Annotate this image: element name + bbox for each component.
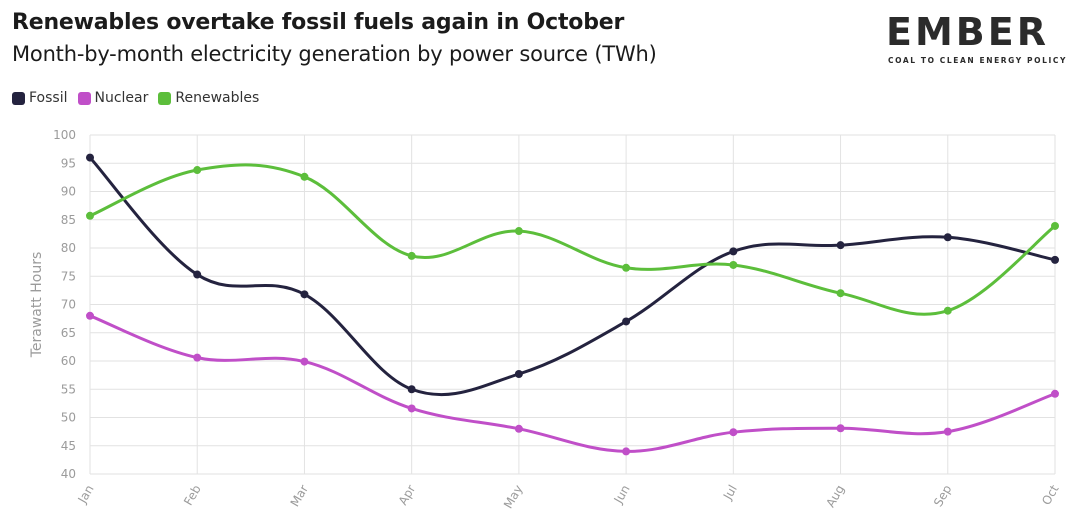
x-tick-label: Aug bbox=[823, 483, 847, 510]
data-point-nuclear[interactable] bbox=[86, 311, 94, 320]
legend-swatch-nuclear bbox=[77, 91, 91, 105]
x-tick-label: May bbox=[501, 483, 526, 511]
logo-letter: M bbox=[914, 10, 956, 54]
logo-letter: B bbox=[955, 10, 988, 54]
y-tick-label: 70 bbox=[61, 298, 76, 312]
data-point-renewables[interactable] bbox=[193, 166, 202, 175]
logo-wordmark: EMBER bbox=[886, 12, 1049, 52]
y-tick-label: 85 bbox=[61, 213, 76, 227]
data-point-renewables[interactable] bbox=[943, 306, 952, 315]
legend-item-nuclear[interactable]: Nuclear bbox=[77, 90, 149, 106]
x-tick-label: Sep bbox=[931, 483, 954, 510]
x-tick-label: Mar bbox=[288, 482, 311, 509]
data-point-nuclear[interactable] bbox=[943, 427, 952, 436]
legend-item-fossil[interactable]: Fossil bbox=[12, 90, 68, 106]
data-point-fossil[interactable] bbox=[300, 290, 309, 299]
data-point-nuclear[interactable] bbox=[836, 424, 845, 433]
y-tick-label: 50 bbox=[61, 411, 76, 425]
data-point-fossil[interactable] bbox=[1051, 255, 1059, 264]
y-tick-label: 75 bbox=[61, 269, 76, 283]
y-tick-label: 65 bbox=[61, 326, 76, 340]
data-point-fossil[interactable] bbox=[943, 233, 952, 242]
legend-item-renewables[interactable]: Renewables bbox=[158, 90, 259, 106]
chart-series bbox=[86, 153, 1059, 456]
data-point-nuclear[interactable] bbox=[729, 428, 738, 437]
x-tick-label: Apr bbox=[396, 482, 419, 507]
chart-title: Renewables overtake fossil fuels again i… bbox=[12, 10, 625, 35]
data-point-renewables[interactable] bbox=[1051, 221, 1059, 230]
legend-swatch-fossil bbox=[12, 91, 25, 105]
x-tick-label: Jun bbox=[611, 483, 633, 507]
legend-label-fossil: Fossil bbox=[29, 90, 68, 106]
legend-label-renewables: Renewables bbox=[175, 90, 260, 106]
data-point-fossil[interactable] bbox=[622, 317, 631, 326]
y-axis-label: Terawatt Hours bbox=[29, 252, 45, 359]
y-tick-label: 95 bbox=[61, 156, 76, 170]
data-point-nuclear[interactable] bbox=[407, 404, 416, 413]
x-tick-label: Oct bbox=[1039, 482, 1062, 507]
logo-letter: E bbox=[886, 10, 915, 54]
x-tick-label: Feb bbox=[181, 483, 204, 508]
chart-gridlines bbox=[89, 134, 1056, 475]
legend-label-nuclear: Nuclear bbox=[94, 90, 149, 106]
y-tick-label: 55 bbox=[61, 382, 76, 396]
data-point-fossil[interactable] bbox=[193, 270, 202, 279]
data-point-fossil[interactable] bbox=[86, 153, 94, 162]
data-point-fossil[interactable] bbox=[836, 241, 845, 250]
y-tick-label: 90 bbox=[61, 185, 76, 199]
data-point-fossil[interactable] bbox=[729, 247, 738, 256]
data-point-renewables[interactable] bbox=[836, 289, 845, 298]
x-axis-ticks: Jan Feb Mar Apr May Jun Jul Aug Sep Oct bbox=[75, 482, 1062, 511]
x-tick-label: Jul bbox=[720, 483, 740, 503]
series-line-nuclear[interactable] bbox=[89, 314, 1056, 453]
data-point-nuclear[interactable] bbox=[1051, 389, 1059, 398]
data-point-renewables[interactable] bbox=[729, 260, 738, 269]
series-line-renewables[interactable] bbox=[89, 163, 1056, 316]
data-point-nuclear[interactable] bbox=[514, 424, 523, 433]
data-point-fossil[interactable] bbox=[514, 369, 523, 378]
data-point-renewables[interactable] bbox=[622, 263, 631, 272]
legend-swatch-renewables bbox=[158, 91, 172, 105]
data-point-renewables[interactable] bbox=[514, 227, 523, 236]
data-point-fossil[interactable] bbox=[407, 385, 416, 394]
y-tick-label: 60 bbox=[61, 354, 76, 368]
data-point-nuclear[interactable] bbox=[300, 357, 309, 366]
data-point-nuclear[interactable] bbox=[622, 447, 631, 456]
logo-tagline: COAL TO CLEAN ENERGY POLICY bbox=[888, 56, 1067, 65]
data-point-renewables[interactable] bbox=[407, 251, 416, 260]
data-point-renewables[interactable] bbox=[86, 211, 94, 220]
logo-letter: E bbox=[987, 10, 1017, 54]
logo-letter: R bbox=[1016, 10, 1049, 54]
y-tick-label: 40 bbox=[61, 467, 76, 481]
y-axis-ticks: 40 45 50 55 60 65 70 75 80 85 90 95 100 bbox=[53, 128, 76, 481]
y-tick-label: 45 bbox=[61, 439, 76, 453]
chart-subtitle: Month-by-month electricity generation by… bbox=[12, 42, 657, 66]
chart-legend: Fossil Nuclear Renewables bbox=[12, 90, 269, 106]
data-point-renewables[interactable] bbox=[300, 172, 309, 181]
data-point-nuclear[interactable] bbox=[193, 353, 202, 362]
y-tick-label: 100 bbox=[53, 128, 76, 142]
series-line-fossil[interactable] bbox=[88, 156, 1056, 397]
ember-logo[interactable]: EMBER COAL TO CLEAN ENERGY POLICY bbox=[886, 12, 1066, 68]
x-tick-label: Jan bbox=[75, 483, 97, 507]
y-tick-label: 80 bbox=[61, 241, 76, 255]
